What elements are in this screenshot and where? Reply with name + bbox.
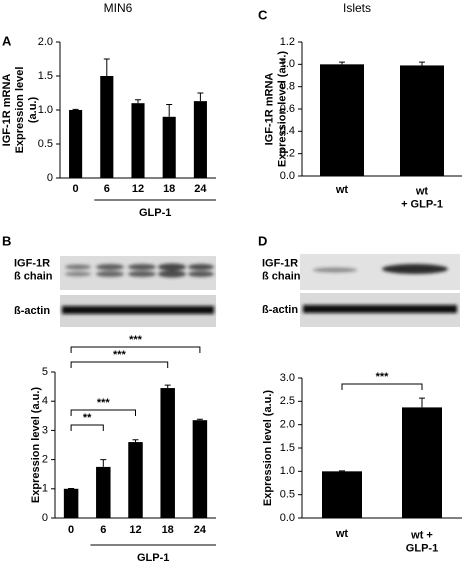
x-tick-label: wt + GLP-1: [401, 186, 443, 211]
y-tick-label: 3: [42, 424, 48, 436]
error-bar: [132, 439, 139, 443]
bar: [320, 64, 364, 176]
significance-label: ***: [376, 371, 390, 383]
error-bar: [339, 61, 345, 65]
y-tick-label: 0: [42, 512, 48, 524]
y-tick-label: 1: [42, 483, 48, 495]
error-bar: [419, 61, 425, 66]
y-tick-label: 0.5: [280, 489, 295, 501]
panel-title: Islets: [343, 1, 371, 15]
error-bar: [100, 459, 107, 467]
x-tick-label: 12: [129, 524, 141, 536]
y-tick-label: 3.0: [280, 372, 295, 384]
y-tick-label: 0.5: [38, 138, 53, 150]
group-label: GLP-1: [137, 552, 169, 564]
blot-label: IGF-1R ß chain: [262, 258, 301, 283]
bar: [402, 407, 442, 518]
error-bar: [135, 99, 141, 104]
significance-label: ***: [97, 397, 111, 409]
x-tick-label: 6: [100, 524, 106, 536]
blot-label: ß-actin: [262, 304, 298, 316]
bar: [131, 103, 145, 178]
y-axis-label: IGF-1R mRNAExpression level(a.u.): [1, 67, 39, 154]
significance-bracket: [70, 361, 169, 368]
y-tick-label: 0.8: [280, 81, 295, 93]
bar: [128, 442, 143, 518]
blot-label: ß-actin: [14, 305, 50, 317]
y-tick-label: 2.0: [38, 36, 53, 48]
bar: [322, 471, 362, 518]
group-label: GLP-1: [139, 207, 171, 219]
y-tick-label: 0.0: [280, 512, 295, 524]
bar: [96, 466, 111, 518]
error-bar: [72, 108, 79, 110]
error-bar: [197, 92, 204, 102]
significance-label: ***: [129, 334, 143, 346]
y-tick-label: 0.4: [280, 125, 295, 137]
bar: [162, 116, 176, 178]
bar: [160, 388, 175, 518]
y-tick-label: 0.0: [280, 170, 295, 182]
panel-letter: C: [258, 7, 268, 22]
significance-bracket: [70, 346, 201, 353]
error-bar: [196, 418, 203, 421]
significance-bracket: [341, 383, 423, 390]
error-bar: [419, 397, 425, 408]
y-tick-label: 2.0: [280, 419, 295, 431]
blot-d: IGF-1R ß chain ß-actin: [262, 254, 460, 327]
y-tick-label: 5: [42, 366, 48, 378]
error-bar: [103, 58, 110, 76]
y-axis-label: Expression level (a.u.): [30, 387, 42, 503]
panel-letter: A: [2, 33, 12, 48]
bar: [193, 101, 207, 178]
x-tick-label: wt: [335, 528, 349, 540]
x-tick-label: 24: [194, 183, 207, 195]
y-tick-label: 1.0: [38, 104, 53, 116]
significance-label: **: [83, 412, 92, 424]
bar: [69, 110, 83, 178]
significance-bracket: [70, 409, 136, 416]
y-tick-label: 1.0: [280, 58, 295, 70]
bar: [192, 420, 208, 518]
x-tick-label: 0: [68, 524, 74, 536]
bar: [400, 65, 444, 176]
y-tick-label: 1.5: [38, 70, 53, 82]
significance-bracket: [70, 424, 104, 431]
blot-label: IGF-1R ß chain: [14, 258, 53, 283]
x-tick-label: 6: [104, 183, 110, 195]
x-tick-label: 0: [73, 183, 79, 195]
y-tick-label: 1.5: [280, 442, 295, 454]
x-tick-label: wt + GLP-1: [406, 530, 438, 555]
significance-label: ***: [113, 349, 127, 361]
y-tick-label: 1.0: [280, 465, 295, 477]
x-tick-label: 24: [194, 524, 207, 536]
panel-letter: D: [258, 233, 267, 248]
panel-letter: B: [2, 233, 11, 248]
y-tick-label: 2.5: [280, 395, 295, 407]
x-tick-label: 18: [162, 524, 174, 536]
bar: [100, 76, 114, 178]
panel-title: MIN6: [104, 1, 133, 15]
x-tick-label: 18: [163, 183, 175, 195]
y-tick-label: 4: [42, 395, 48, 407]
y-axis-label: Expression level (a.u.): [262, 390, 274, 506]
x-tick-label: wt: [335, 184, 349, 196]
y-tick-label: 1.2: [280, 36, 295, 48]
y-tick-label: 0.6: [280, 103, 295, 115]
error-bar: [164, 384, 171, 389]
y-tick-label: 0.2: [280, 148, 295, 160]
error-bar: [166, 104, 173, 117]
blot-b: IGF-1R ß chain ß-actin: [14, 256, 216, 327]
x-tick-label: 12: [132, 183, 144, 195]
bar: [63, 488, 79, 518]
y-axis-label: IGF-1R mRNAExpression level (a.u.): [264, 51, 289, 167]
y-tick-label: 0: [47, 172, 53, 184]
y-tick-label: 2: [42, 454, 48, 466]
